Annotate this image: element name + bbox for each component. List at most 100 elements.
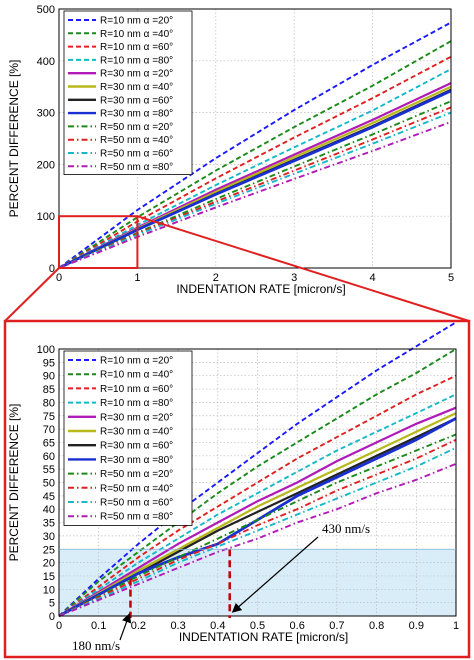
arrow-430 (231, 536, 319, 613)
top-legend-entry: R=10 nm α =40° (100, 29, 173, 40)
top-legend-entry: R=50 nm α =60° (100, 149, 173, 160)
top-legend-entry: R=10 nm α =80° (100, 55, 173, 66)
zoom-ytick-label: 60 (43, 451, 55, 463)
top-xtick-label: 0 (56, 272, 62, 284)
zoom-ytick-label: 50 (43, 478, 55, 490)
zoom-ytick-label: 55 (43, 464, 55, 476)
zoom-legend-entry: R=50 nm α =80° (100, 512, 173, 523)
top-series-line (58, 55, 452, 269)
top-ytick-label: 200 (37, 159, 55, 171)
zoom-legend-entry: R=10 nm α =40° (100, 370, 173, 381)
zoom-xtick-label: 0.2 (131, 620, 146, 632)
top-series-line (58, 111, 452, 269)
zoom-connector-left (4, 267, 60, 322)
annotation-layer: 430 nm/s 180 nm/s (59, 521, 456, 653)
zoom-xtick-label: 0.3 (170, 620, 185, 632)
zoom-ytick-label: 35 (43, 518, 55, 530)
zoom-legend-box (63, 350, 193, 526)
zoom-xtick-label: 0.9 (409, 620, 424, 632)
zoom-ytick-label: 20 (43, 558, 55, 570)
top-legend-entry: R=50 nm α =80° (100, 162, 173, 173)
zoom-series-line (58, 374, 457, 617)
top-legend-entry: R=50 nm α =20° (100, 122, 173, 133)
top-series-line (58, 89, 452, 270)
zoom-series-line (58, 321, 457, 617)
zoom-xtick-label: 0.7 (329, 620, 344, 632)
zoom-legend-entry: R=10 nm α =60° (100, 384, 173, 395)
top-legend-box (63, 10, 193, 176)
annotation-180: 180 nm/s (72, 638, 120, 653)
zoom-ytick-label: 70 (43, 424, 55, 436)
zoom-legend-entry: R=50 nm α =20° (100, 469, 173, 480)
zoom-series-line (58, 406, 457, 617)
top-xtick-label: 1 (134, 272, 140, 284)
zoom-ytick-label: 85 (43, 384, 55, 396)
top-ytick-label: 500 (37, 4, 55, 16)
zoom-legend-entry: R=10 nm α =20° (100, 356, 173, 367)
zoom-yaxis-label: PERCENT DIFFERENCE [%] (7, 404, 21, 562)
top-yaxis-label: PERCENT DIFFERENCE [%] (7, 60, 21, 218)
zoom-xtick-label: 0.1 (91, 620, 106, 632)
top-ytick-label: 400 (37, 56, 55, 68)
zoom-legend-entry: R=50 nm α =60° (100, 498, 173, 509)
top-legend-entry: R=50 nm α =40° (100, 135, 173, 146)
legend-layer: R=10 nm α =20° R=10 nm α =40° R=10 nm α =6… (63, 10, 193, 526)
zoom-xtick-label: 0 (56, 620, 62, 632)
top-legend-entry: R=30 nm α =80° (100, 109, 173, 120)
zoom-xtick-label: 0.4 (210, 620, 225, 632)
zoom-ytick-label: 90 (43, 371, 55, 383)
top-ytick-label: 100 (37, 211, 55, 223)
zoom-legend-entry: R=30 nm α =60° (100, 441, 173, 452)
zoom-plot-frame (58, 348, 457, 617)
zoom-xtick-label: 0.5 (250, 620, 265, 632)
zoom-series-line (58, 393, 457, 617)
zoom-series-line (58, 412, 457, 617)
zoom-xtick-label: 0.6 (290, 620, 305, 632)
zoom-series-line (58, 433, 457, 617)
top-legend-entry: R=30 nm α =40° (100, 82, 173, 93)
top-series-line (58, 121, 452, 269)
top-plot-frame (58, 8, 452, 269)
top-legend-entry: R=10 nm α =60° (100, 42, 173, 53)
top-xtick-label: 4 (370, 272, 376, 284)
zoom-xtick-label: 0.8 (369, 620, 384, 632)
zoom-xaxis-label: INDENTATION RATE [micron/s] (179, 630, 348, 644)
annotation-430: 430 nm/s (322, 521, 370, 536)
zoom-series-line (58, 438, 457, 617)
zoomed-panel-border (3, 319, 471, 659)
top-xtick-label: 2 (213, 272, 219, 284)
zoom-ytick-label: 0 (49, 611, 55, 623)
zoom-series-line (58, 348, 457, 617)
arrow-180 (119, 612, 132, 641)
top-legend-entry: R=10 nm α =20° (100, 16, 173, 27)
zoom-region-box (58, 215, 139, 269)
zoom-connector-right (137, 215, 470, 322)
zoom-ytick-label: 65 (43, 437, 55, 449)
zoom-ytick-label: 10 (43, 584, 55, 596)
top-series-line (58, 21, 452, 269)
top-legend-entry: R=30 nm α =60° (100, 95, 173, 106)
zoom-series-line (58, 446, 457, 617)
top-ytick-label: 0 (49, 263, 55, 275)
zoom-series-line (58, 462, 457, 617)
top-xtick-label: 5 (448, 272, 454, 284)
zoom-xtick-label: 1 (453, 620, 459, 632)
top-series-line (58, 40, 452, 269)
series-layer (58, 21, 457, 618)
zoom-ytick-label: 15 (43, 571, 55, 583)
top-series-line (58, 68, 452, 269)
zoom-legend-entry: R=10 nm α =80° (100, 398, 173, 409)
zoom-ytick-label: 25 (43, 544, 55, 556)
zoom-ytick-label: 40 (43, 504, 55, 516)
zoom-legend-entry: R=30 nm α =40° (100, 427, 173, 438)
zoom-ytick-label: 80 (43, 397, 55, 409)
zoom-legend-entry: R=30 nm α =80° (100, 455, 173, 466)
top-xtick-label: 3 (291, 272, 297, 284)
zoom-ytick-label: 30 (43, 531, 55, 543)
zoom-layer (3, 215, 471, 659)
top-ytick-label: 300 (37, 108, 55, 120)
zoom-ytick-label: 95 (43, 357, 55, 369)
zoom-ytick-label: 75 (43, 411, 55, 423)
